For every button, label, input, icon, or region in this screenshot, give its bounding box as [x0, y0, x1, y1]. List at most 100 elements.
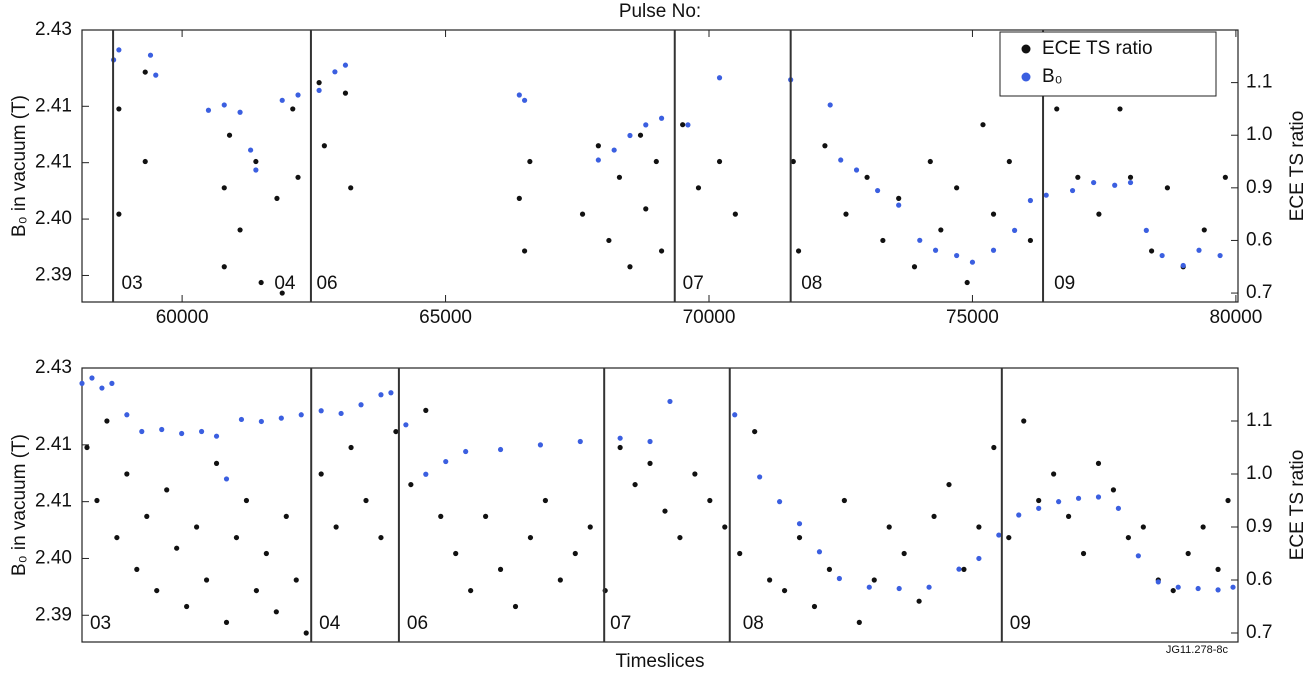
panel: 2.43 2.41 2.41 2.40 2.39 1.1 1.0 0.9 0.6 0.7 Times…: [9, 357, 1308, 672]
data-point: [174, 545, 180, 551]
data-point: [757, 474, 763, 480]
data-point: [781, 587, 788, 594]
data-point: [1036, 497, 1042, 504]
y-axis-label: B₀ in vacuum (T): [9, 434, 30, 576]
data-point: [1225, 497, 1231, 504]
data-point: [253, 167, 259, 173]
data-point: [595, 143, 601, 149]
data-point: [643, 122, 649, 128]
data-point: [263, 550, 269, 557]
data-point: [658, 115, 665, 121]
data-point: [253, 158, 259, 165]
legend-label: B₀: [1042, 66, 1063, 87]
data-point: [667, 398, 673, 405]
data-point: [1075, 174, 1081, 180]
data-point: [732, 211, 738, 217]
data-point: [1217, 252, 1223, 259]
data-point: [164, 487, 170, 493]
data-point: [114, 534, 120, 541]
data-point: [961, 566, 967, 572]
data-point: [124, 471, 130, 477]
data-point: [438, 513, 444, 519]
data-point: [142, 158, 148, 165]
data-point: [89, 375, 95, 381]
pulse-label: 03: [122, 273, 143, 294]
pulse-label: 09: [1054, 273, 1075, 294]
data-point: [104, 418, 110, 424]
data-point: [954, 252, 960, 259]
data-point: [557, 577, 563, 583]
data-point: [1127, 174, 1134, 180]
data-point: [680, 122, 686, 128]
data-point: [497, 446, 504, 453]
data-point: [1155, 579, 1161, 585]
data-point: [512, 603, 519, 610]
y-tick-label: 2.41: [35, 434, 72, 455]
data-point: [423, 471, 429, 477]
data-point: [795, 248, 802, 254]
data-point: [258, 418, 264, 425]
data-point: [1180, 262, 1186, 269]
data-point: [423, 407, 429, 413]
data-point: [1091, 179, 1097, 186]
x-tick-label: 65000: [419, 307, 472, 328]
data-point: [969, 259, 976, 265]
y2-tick-label: 0.6: [1246, 229, 1272, 250]
y-tick-label: 2.41: [35, 152, 72, 173]
data-point: [363, 497, 369, 504]
data-point: [258, 279, 264, 286]
data-point: [153, 72, 159, 78]
legend: ECE TS ratio B₀: [999, 31, 1217, 97]
data-point: [822, 143, 828, 149]
data-point: [996, 532, 1002, 538]
data-point: [134, 566, 140, 572]
data-point: [796, 521, 803, 527]
data-point: [338, 410, 344, 417]
data-point: [927, 158, 933, 165]
y2-tick-label: 0.7: [1246, 622, 1272, 643]
data-point: [1222, 174, 1228, 180]
data-point: [1080, 550, 1087, 557]
data-point: [116, 106, 122, 112]
data-point: [1230, 584, 1236, 590]
data-point: [139, 428, 145, 435]
y2-tick-label: 0.7: [1246, 282, 1272, 303]
data-point: [388, 390, 394, 396]
data-point: [1200, 524, 1206, 530]
data-point: [516, 92, 522, 98]
data-point: [318, 408, 324, 414]
data-point: [521, 248, 528, 254]
data-point: [221, 185, 227, 191]
y2-tick-label: 1.1: [1246, 410, 1272, 431]
data-point: [527, 534, 534, 541]
data-point: [1201, 227, 1207, 233]
data-point: [316, 87, 322, 93]
data-point: [1112, 182, 1118, 188]
data-point: [342, 62, 349, 68]
y-tick-label: 2.40: [35, 547, 72, 568]
data-point: [521, 97, 528, 103]
data-point: [1036, 505, 1042, 511]
data-point: [677, 534, 683, 541]
data-point: [662, 508, 668, 514]
data-point: [443, 458, 449, 465]
data-point: [611, 147, 617, 153]
data-point: [926, 584, 932, 590]
data-point: [144, 513, 150, 519]
data-point: [1051, 471, 1057, 477]
pulse-label: 07: [610, 613, 631, 634]
data-point: [716, 75, 723, 81]
data-point: [1125, 534, 1131, 541]
data-point: [752, 428, 758, 435]
data-point: [147, 52, 154, 58]
legend-box: [999, 31, 1217, 97]
legend-marker: [1021, 72, 1031, 82]
y-tick-label: 2.39: [35, 264, 72, 285]
data-point: [154, 587, 160, 594]
data-point: [911, 264, 918, 270]
x-tick-label: 60000: [156, 307, 209, 328]
data-point: [293, 577, 299, 583]
data-point: [617, 444, 623, 451]
data-point: [1135, 553, 1141, 559]
